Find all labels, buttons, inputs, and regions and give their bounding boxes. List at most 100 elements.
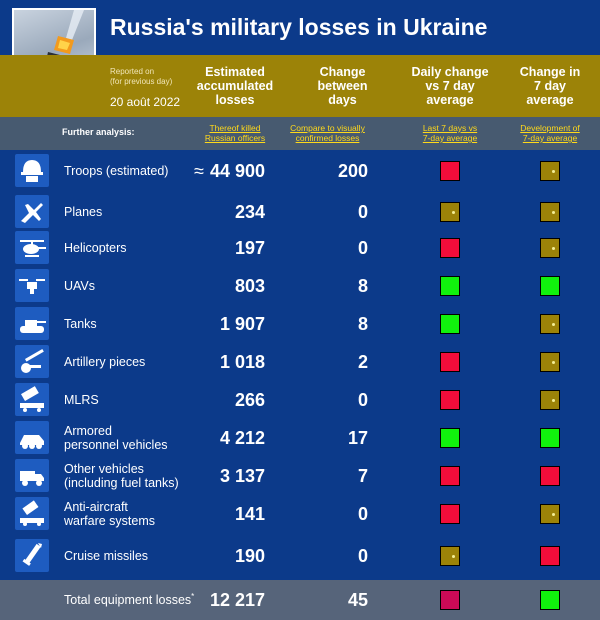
further-analysis-label: Further analysis: [62, 127, 135, 137]
trend-indicator [540, 428, 560, 448]
rocket-launcher-icon [15, 383, 49, 416]
total-label: Total equipment losses* [64, 592, 195, 608]
daily-change-indicator [440, 466, 460, 486]
trend-indicator [540, 546, 560, 566]
table-row: MLRS 266 0 [0, 381, 600, 419]
reported-on-note: Reported on (for previous day) [110, 67, 173, 86]
anti-aircraft-icon [15, 497, 49, 530]
row-label: Cruise missiles [64, 549, 149, 563]
row-change-value: 200 [337, 161, 368, 181]
trend-indicator [540, 466, 560, 486]
tank-icon [15, 307, 49, 340]
row-estimated-value: 190 [234, 546, 265, 566]
development-link[interactable]: Development of 7-day average [520, 123, 580, 143]
trend-indicator [540, 390, 560, 410]
table-row: Helicopters 197 0 [0, 229, 600, 267]
missile-icon [15, 539, 49, 572]
column-daily: Daily change vs 7 day average [411, 65, 489, 107]
table-row: Other vehicles (including fuel tanks) 3 1… [0, 457, 600, 495]
row-estimated-value: 4 212 [219, 428, 265, 448]
last7-link[interactable]: Last 7 days vs 7-day average [422, 123, 478, 143]
row-label: Armored personnel vehicles [64, 424, 168, 452]
total-change: 45 [347, 590, 368, 610]
drone-icon [15, 269, 49, 302]
approx-sign: ≈ [194, 161, 204, 181]
daily-change-indicator [440, 428, 460, 448]
row-label: Troops (estimated) [64, 164, 169, 178]
column-change: Change between days [317, 65, 368, 107]
row-change-value: 0 [357, 238, 368, 258]
daily-change-indicator [440, 161, 460, 181]
further-analysis-bar: Further analysis: Thereof killed Russian… [0, 117, 600, 150]
truck-icon [15, 459, 49, 492]
row-label: Anti-aircraft warfare systems [64, 500, 155, 528]
trend-indicator [540, 238, 560, 258]
row-change-value: 8 [357, 276, 368, 296]
compare-link[interactable]: Compare to visually confirmed losses [290, 123, 365, 143]
daily-change-indicator [440, 314, 460, 334]
helicopter-icon [15, 231, 49, 264]
row-estimated-value: 3 137 [219, 466, 265, 486]
trend-indicator [540, 314, 560, 334]
total-row: Total equipment losses* 12 217 45 [0, 580, 600, 620]
total-value: 12 217 [209, 590, 265, 610]
row-change-value: 17 [347, 428, 368, 448]
total-trend-indicator [540, 590, 560, 610]
table-row: Anti-aircraft warfare systems 141 0 [0, 495, 600, 533]
daily-change-indicator [440, 504, 460, 524]
trend-indicator [540, 352, 560, 372]
row-estimated-value: 803 [234, 276, 265, 296]
report-date: 20 août 2022 [110, 95, 181, 109]
row-change-value: 7 [357, 466, 368, 486]
row-change-value: 0 [357, 390, 368, 410]
table-row: Tanks 1 907 8 [0, 305, 600, 343]
daily-change-indicator [440, 276, 460, 296]
row-label: Planes [64, 205, 103, 219]
helmet-icon [15, 154, 49, 187]
table-row: Troops (estimated) ≈44 900 200 [0, 152, 600, 190]
trend-indicator [540, 161, 560, 181]
daily-change-indicator [440, 390, 460, 410]
trend-indicator [540, 276, 560, 296]
row-estimated-value: ≈44 900 [194, 161, 265, 181]
column-trend: Change in 7 day average [519, 65, 581, 107]
table-row: Planes 234 0 [0, 193, 600, 231]
row-label: Tanks [64, 317, 97, 331]
row-change-value: 0 [357, 504, 368, 524]
row-change-value: 8 [357, 314, 368, 334]
daily-change-indicator [440, 202, 460, 222]
daily-change-indicator [440, 238, 460, 258]
table-row: Artillery pieces 1 018 2 [0, 343, 600, 381]
apc-icon [15, 421, 49, 454]
row-estimated-value: 197 [234, 238, 265, 258]
row-estimated-value: 1 018 [219, 352, 265, 372]
total-daily-indicator [440, 590, 460, 610]
column-estimated: Estimated accumulated losses [196, 65, 274, 107]
row-label: Other vehicles (including fuel tanks) [64, 462, 179, 490]
officers-link[interactable]: Thereof killed Russian officers [204, 123, 266, 143]
total-footnote-marker: * [191, 592, 195, 601]
table-row: UAVs 803 8 [0, 267, 600, 305]
page-title: Russia's military losses in Ukraine [110, 14, 488, 40]
title-bar [0, 0, 600, 55]
row-estimated-value: 266 [234, 390, 265, 410]
trend-indicator [540, 202, 560, 222]
table-row: Armored personnel vehicles 4 212 17 [0, 419, 600, 457]
column-header-band: Reported on (for previous day) 20 août 2… [0, 55, 600, 117]
daily-change-indicator [440, 352, 460, 372]
row-estimated-value: 141 [234, 504, 265, 524]
daily-change-indicator [440, 546, 460, 566]
artillery-icon [15, 345, 49, 378]
plane-icon [15, 195, 49, 228]
row-label: MLRS [64, 393, 99, 407]
row-estimated-value: 1 907 [219, 314, 265, 334]
row-change-value: 0 [357, 202, 368, 222]
row-label: Artillery pieces [64, 355, 146, 369]
row-label: Helicopters [64, 241, 127, 255]
trend-indicator [540, 504, 560, 524]
table-row: Cruise missiles 190 0 [0, 537, 600, 575]
row-change-value: 0 [357, 546, 368, 566]
row-estimated-value: 234 [234, 202, 265, 222]
row-change-value: 2 [357, 352, 368, 372]
row-label: UAVs [64, 279, 96, 293]
